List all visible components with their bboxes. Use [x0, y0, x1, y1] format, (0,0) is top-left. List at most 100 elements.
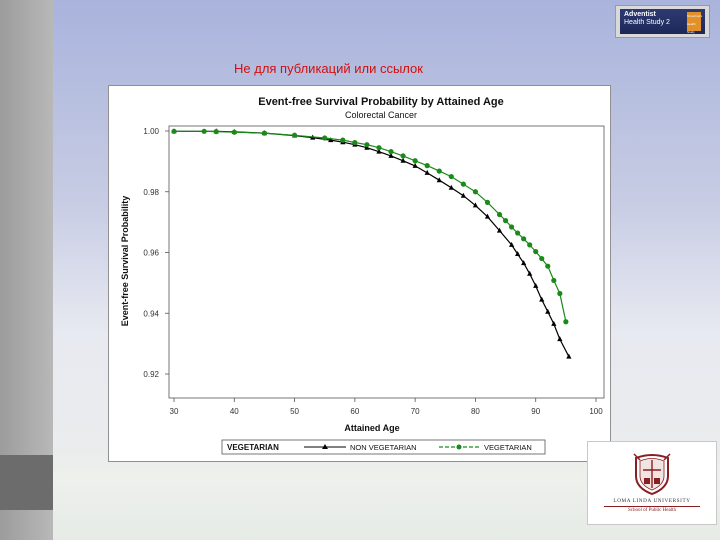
x-tick-label: 60 — [350, 407, 359, 416]
data-point-nonveg — [551, 320, 557, 326]
data-point-veg — [496, 211, 503, 218]
data-point-veg — [563, 319, 569, 325]
data-point-veg — [545, 263, 551, 269]
data-point-veg — [448, 173, 454, 180]
adventist-health-study-badge: Adventist Health Study 2 Tomorrow's Heal… — [615, 5, 710, 38]
data-point-nonveg — [412, 162, 418, 168]
data-point-nonveg — [545, 308, 551, 314]
y-tick-label: 0.94 — [143, 309, 159, 318]
chart-svg: Event-free Survival Probability by Attai… — [120, 96, 605, 455]
y-axis-label: Event-free Survival Probability — [120, 196, 130, 327]
series-layer — [171, 128, 572, 359]
data-point-veg — [340, 137, 346, 143]
x-axis-label: Attained Age — [344, 423, 399, 433]
plot-area-border — [168, 125, 605, 399]
data-point-veg — [557, 290, 563, 297]
data-point-nonveg — [376, 148, 382, 154]
x-tick-label: 80 — [471, 407, 480, 416]
x-tick-label: 70 — [411, 407, 420, 416]
data-point-veg — [424, 163, 430, 169]
legend-title: VEGETARIAN — [227, 443, 279, 452]
data-point-nonveg — [496, 227, 503, 233]
y-tick-label: 1.00 — [143, 127, 159, 136]
data-point-nonveg — [328, 137, 334, 143]
data-point-veg — [509, 224, 515, 230]
loma-linda-logo: LOMA LINDA UNIVERSITY School of Public H… — [587, 441, 717, 525]
data-point-nonveg — [533, 282, 539, 288]
x-tick-label: 90 — [531, 407, 540, 416]
data-point-veg — [171, 128, 177, 134]
badge-orange-block: Tomorrow's Health Study — [687, 12, 703, 34]
y-tick-label: 0.92 — [143, 370, 159, 379]
data-point-veg — [539, 255, 545, 262]
data-point-veg — [551, 277, 557, 284]
badge-line2: Health Study — [624, 19, 665, 26]
legend-label-veg: VEGETARIAN — [484, 443, 532, 452]
data-point-nonveg — [527, 270, 533, 276]
badge-number: 2 — [666, 19, 670, 26]
legend-marker-nonveg — [322, 444, 328, 449]
data-point-nonveg — [484, 213, 491, 219]
x-tick-label: 50 — [290, 407, 299, 416]
x-tick-label: 30 — [170, 407, 179, 416]
data-point-nonveg — [566, 353, 572, 359]
logo-divider — [604, 506, 700, 507]
y-tick-label: 0.96 — [143, 249, 159, 258]
data-point-veg — [364, 142, 370, 148]
series-line-nonveg — [174, 130, 570, 357]
data-point-veg — [400, 153, 406, 159]
data-point-veg — [484, 199, 491, 205]
logo-school-name: School of Public Health — [628, 508, 676, 513]
data-point-veg — [436, 168, 442, 174]
data-point-veg — [388, 149, 394, 155]
logo-university-name: LOMA LINDA UNIVERSITY — [613, 498, 691, 504]
series-line-veg — [174, 130, 567, 322]
data-point-veg — [376, 145, 382, 151]
badge-inner: Adventist Health Study 2 Tomorrow's Heal… — [620, 9, 705, 34]
data-point-nonveg — [460, 192, 466, 198]
x-tick-label: 100 — [589, 407, 603, 416]
data-point-nonveg — [472, 202, 479, 208]
data-point-veg — [261, 130, 268, 136]
data-point-nonveg — [424, 169, 430, 175]
data-point-nonveg — [515, 251, 521, 257]
data-point-veg — [533, 248, 539, 255]
chart-subtitle: Colorectal Cancer — [345, 110, 417, 120]
not-for-publication-notice: Не для публикаций или ссылок — [234, 61, 423, 76]
data-point-nonveg — [388, 152, 394, 158]
data-point-veg — [412, 158, 418, 164]
data-point-nonveg — [557, 336, 563, 342]
data-point-veg — [291, 132, 298, 138]
data-point-veg — [352, 139, 358, 146]
badge-line1: Adventist — [624, 11, 656, 18]
data-point-veg — [502, 218, 509, 224]
survival-chart: Event-free Survival Probability by Attai… — [108, 85, 611, 462]
data-point-nonveg — [509, 241, 515, 247]
data-point-veg — [460, 181, 466, 187]
data-point-veg — [527, 242, 533, 248]
left-sidebar-strip — [0, 0, 53, 540]
data-point-veg — [231, 129, 237, 135]
data-point-nonveg — [448, 184, 454, 190]
x-axis: 30 40 50 60 70 80 90 100 — [170, 398, 603, 416]
data-point-veg — [472, 189, 479, 195]
data-point-nonveg — [400, 157, 406, 163]
x-tick-label: 40 — [230, 407, 239, 416]
data-point-veg — [201, 128, 207, 134]
legend-marker-veg — [456, 444, 462, 450]
crest-icon — [633, 453, 671, 496]
data-point-veg — [515, 230, 521, 236]
data-point-veg — [521, 236, 527, 242]
chart-title: Event-free Survival Probability by Attai… — [258, 96, 504, 108]
data-point-veg — [322, 135, 328, 141]
data-point-nonveg — [521, 260, 527, 266]
data-point-veg — [213, 129, 219, 135]
legend-box — [221, 439, 546, 455]
left-sidebar-dark-block — [0, 455, 53, 510]
data-point-nonveg — [436, 177, 442, 183]
data-point-nonveg — [539, 296, 545, 302]
legend-label-nonveg: NON VEGETARIAN — [350, 443, 417, 452]
y-tick-label: 0.98 — [143, 188, 159, 197]
badge-small-text: Tomorrow's Health Study — [687, 14, 703, 34]
y-axis: 0.92 0.94 0.96 0.98 1.00 — [143, 127, 169, 379]
